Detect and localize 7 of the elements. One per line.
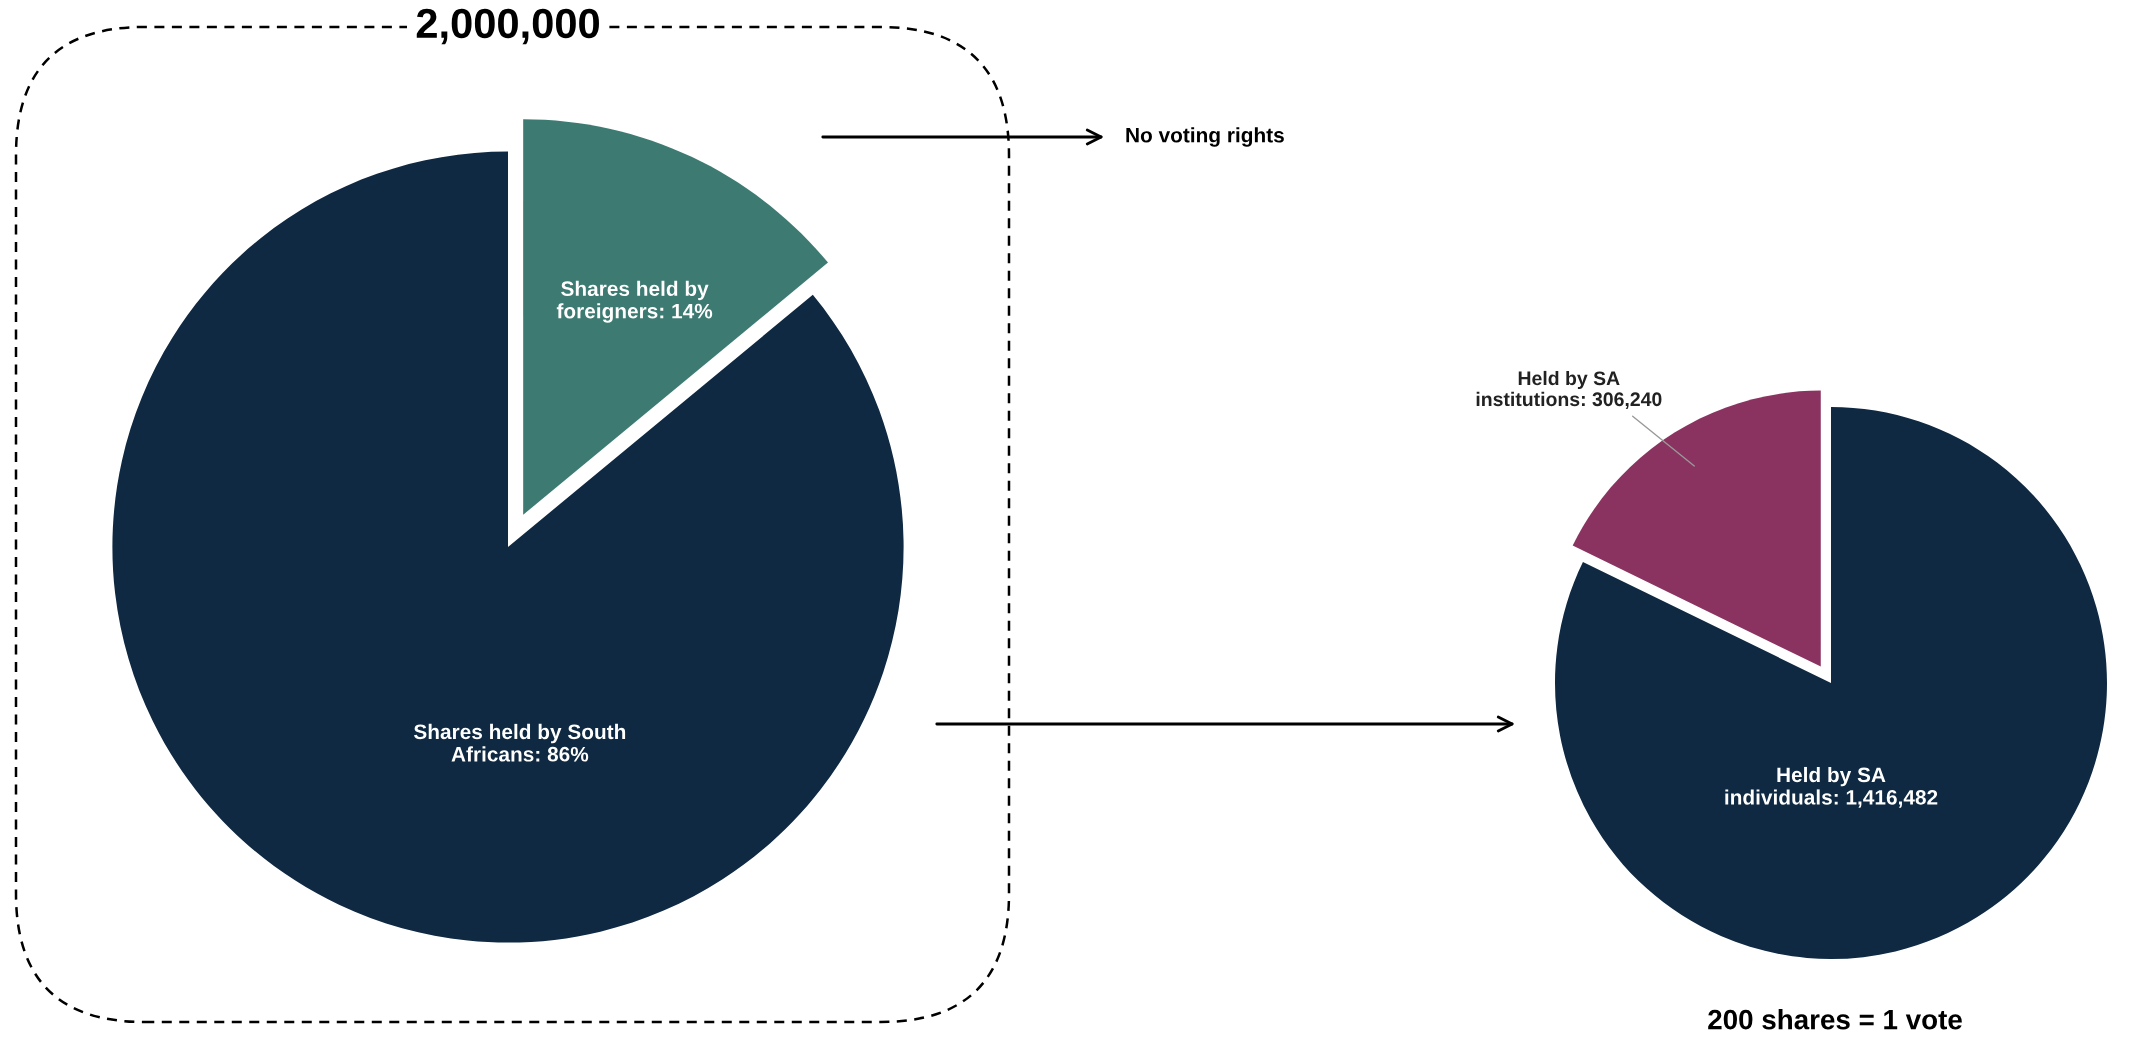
slice-label: Shares held by South Africans: 86% [413, 723, 626, 762]
slice-label: Shares held by foreigners: 14% [556, 280, 713, 323]
text: 200 shares = 1 vote [1708, 1009, 1962, 1030]
chart-title: 2,000,000 [416, 8, 599, 45]
slice-label: Held by SA individuals: 1,416,482 [1725, 766, 1938, 808]
text: No voting rights [1126, 127, 1284, 147]
slice-label: Held by SA institutions: 306,240 [1476, 370, 1662, 409]
